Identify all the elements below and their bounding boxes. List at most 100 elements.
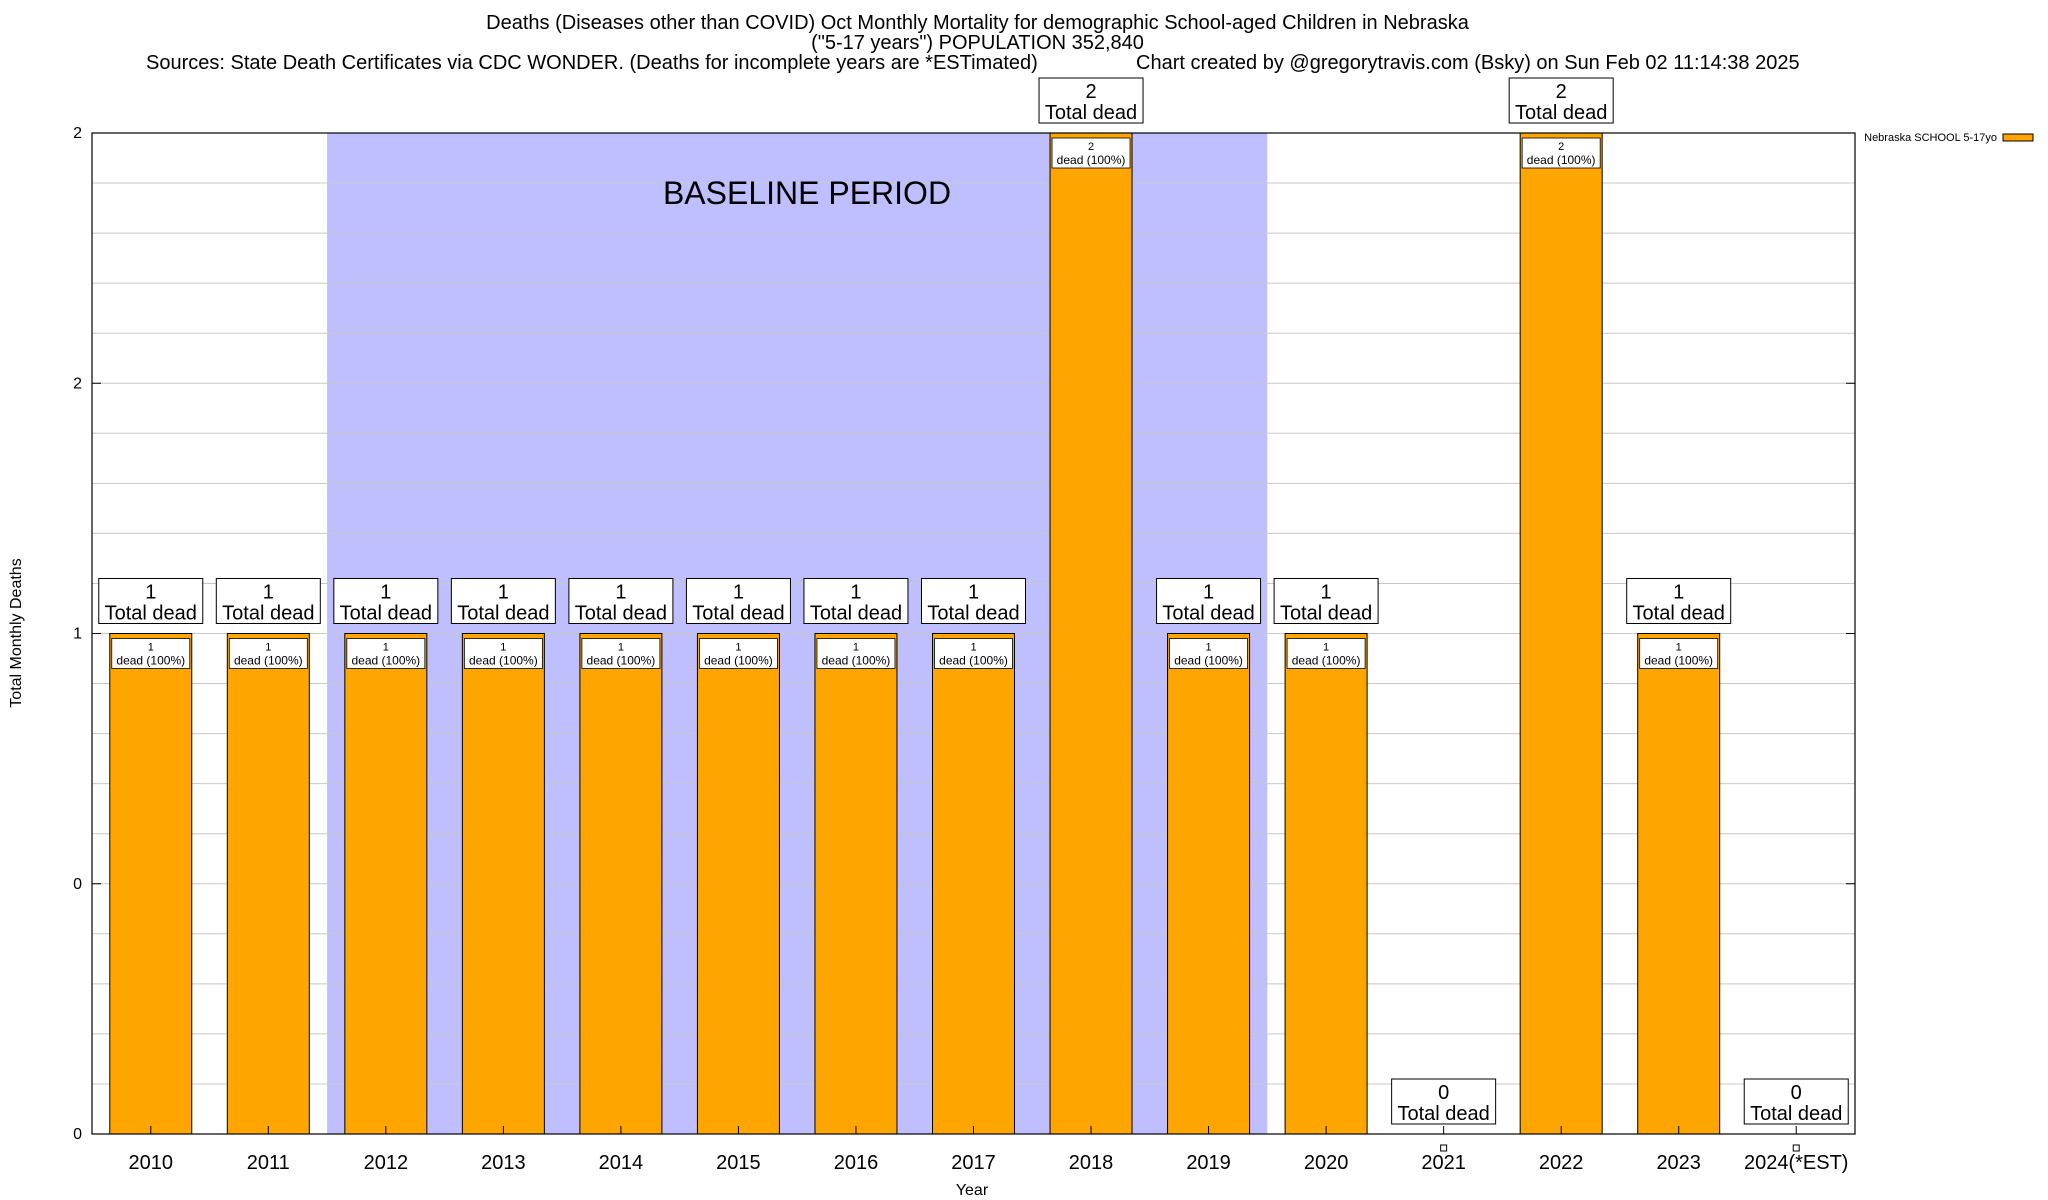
segment-label-box xyxy=(1639,638,1719,669)
x-tick-label: 2019 xyxy=(1186,1152,1231,1174)
legend-swatch xyxy=(2002,133,2034,142)
x-tick-label: 2016 xyxy=(834,1152,879,1174)
chart-credit: Chart created by @gregorytravis.com (Bsk… xyxy=(1136,52,1800,74)
total-label-text: Total dead xyxy=(340,603,432,625)
bar xyxy=(1167,633,1251,1135)
total-label-count: 1 xyxy=(380,582,391,604)
x-tick-label: 2014 xyxy=(599,1152,644,1174)
segment-label-box xyxy=(1521,137,1601,169)
total-label-text: Total dead xyxy=(927,603,1019,625)
total-label-text: Total dead xyxy=(105,603,197,625)
bar xyxy=(1637,633,1721,1135)
x-tick-label: 2023 xyxy=(1656,1152,1701,1174)
legend-label: Nebraska SCHOOL 5-17yo xyxy=(1864,132,1997,144)
bar xyxy=(696,633,780,1135)
segment-label-box xyxy=(463,638,543,669)
segment-label-box xyxy=(934,638,1013,669)
total-label-box xyxy=(1156,578,1262,624)
segment-label-count: 1 xyxy=(265,642,271,654)
segment-label-text: dead (100%) xyxy=(1174,654,1243,668)
total-label-box xyxy=(333,578,439,624)
bar xyxy=(1284,633,1368,1135)
segment-label-text: dead (100%) xyxy=(704,654,773,668)
segment-label-text: dead (100%) xyxy=(1644,654,1713,668)
total-label-box xyxy=(1391,1078,1497,1125)
total-label-box xyxy=(1508,77,1614,124)
x-tick-label: 2010 xyxy=(129,1152,174,1174)
bar xyxy=(932,633,1015,1135)
segment-label-box xyxy=(581,638,661,669)
bar xyxy=(226,633,310,1135)
total-label-text: Total dead xyxy=(1280,603,1372,625)
segment-label-count: 2 xyxy=(1088,141,1094,153)
sources-note: Sources: State Death Certificates via CD… xyxy=(146,52,1038,74)
bar xyxy=(1049,132,1133,1135)
total-label-count: 1 xyxy=(850,582,861,604)
segment-label-text: dead (100%) xyxy=(1057,153,1126,167)
x-tick-label: 2013 xyxy=(481,1152,526,1174)
segment-label-count: 1 xyxy=(500,642,506,654)
segment-label-box xyxy=(228,638,308,669)
total-label-text: Total dead xyxy=(1750,1103,1842,1125)
total-label-box xyxy=(450,578,556,624)
segment-label-text: dead (100%) xyxy=(234,654,303,668)
total-label-text: Total dead xyxy=(1515,102,1607,124)
total-label-box xyxy=(685,578,791,624)
total-label-box xyxy=(1626,578,1732,624)
y-tick-label: 0 xyxy=(73,876,82,893)
bar xyxy=(109,633,193,1135)
bar xyxy=(461,633,545,1135)
segment-label-text: dead (100%) xyxy=(587,654,656,668)
total-label-box xyxy=(803,578,909,624)
total-label-count: 2 xyxy=(1085,81,1096,103)
segment-label-text: dead (100%) xyxy=(1527,153,1596,167)
x-axis-label: Year xyxy=(956,1182,989,1199)
x-tick-label: 2022 xyxy=(1539,1152,1584,1174)
total-label-text: Total dead xyxy=(1633,603,1725,625)
total-label-text: Total dead xyxy=(222,603,314,625)
segment-label-text: dead (100%) xyxy=(351,654,420,668)
bar xyxy=(1519,132,1603,1135)
bar xyxy=(1792,1144,1800,1152)
x-tick-label: 2017 xyxy=(951,1152,996,1174)
segment-label-box xyxy=(346,638,426,669)
total-label-count: 1 xyxy=(615,582,626,604)
total-label-box xyxy=(1743,1078,1849,1125)
total-label-box xyxy=(98,578,204,624)
total-label-count: 1 xyxy=(1673,582,1684,604)
total-label-box xyxy=(568,578,674,624)
total-label-box xyxy=(921,578,1026,624)
segment-label-text: dead (100%) xyxy=(822,654,891,668)
segment-label-count: 1 xyxy=(970,642,976,654)
segment-label-count: 1 xyxy=(618,642,624,654)
x-tick-label: 2015 xyxy=(716,1152,761,1174)
x-tick-label: 2012 xyxy=(364,1152,409,1174)
segment-label-box xyxy=(1051,137,1131,169)
y-tick-label: 1 xyxy=(73,626,82,643)
chart-subtitle: ("5-17 years") POPULATION 352,840 xyxy=(811,32,1144,54)
segment-label-count: 1 xyxy=(1323,642,1329,654)
bar xyxy=(579,633,663,1135)
bars-layer xyxy=(109,132,1800,1152)
segment-label-box xyxy=(816,638,896,669)
y-tick-label: 2 xyxy=(73,125,82,142)
segment-label-box xyxy=(699,638,778,669)
legend: Nebraska SCHOOL 5-17yo xyxy=(1864,132,2034,144)
segment-label-text: dead (100%) xyxy=(116,654,185,668)
segment-label-count: 2 xyxy=(1558,141,1564,153)
total-label-text: Total dead xyxy=(810,603,902,625)
segment-label-box xyxy=(1169,638,1248,669)
segment-label-text: dead (100%) xyxy=(469,654,538,668)
chart-title: Deaths (Diseases other than COVID) Oct M… xyxy=(486,12,1469,34)
segment-label-box xyxy=(111,638,191,669)
bar xyxy=(814,633,898,1135)
x-tick-label: 2018 xyxy=(1069,1152,1114,1174)
total-label-count: 1 xyxy=(733,582,744,604)
segment-label-count: 1 xyxy=(148,642,154,654)
total-label-text: Total dead xyxy=(1045,102,1137,124)
total-label-box xyxy=(1273,578,1379,624)
total-label-count: 0 xyxy=(1791,1082,1802,1104)
